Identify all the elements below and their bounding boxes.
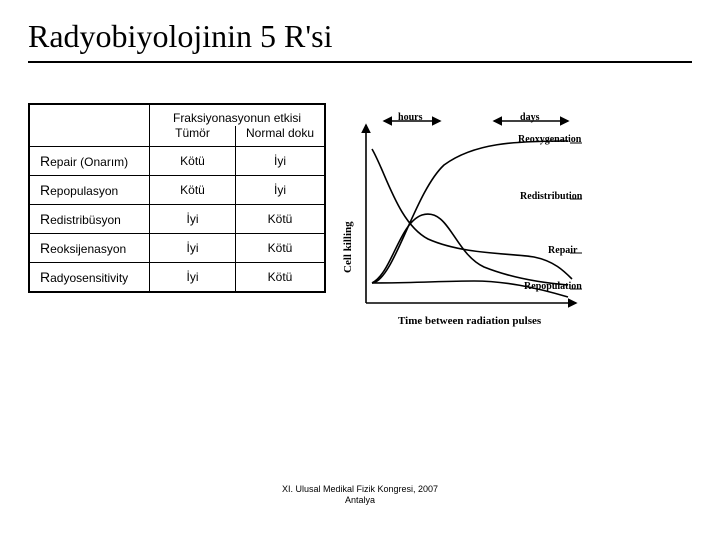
table-row: Reoksijenasyon İyi Kötü (30, 234, 325, 263)
diagram-x-axis: Time between radiation pulses (398, 315, 541, 327)
cell-value: İyi (236, 147, 325, 176)
r-letter: R (40, 269, 50, 285)
r-letter: R (40, 211, 50, 227)
cell-value: İyi (236, 176, 325, 205)
table-col1: Tümör (175, 126, 210, 140)
r-letter: R (40, 153, 50, 169)
cell-killing-diagram: hours days Reoxygenation Redistribution … (344, 103, 590, 329)
table-col2: Normal doku (246, 126, 314, 140)
footer-line1: XI. Ulusal Medikal Fizik Kongresi, 2007 (282, 484, 438, 494)
table-row: Radyosensitivity İyi Kötü (30, 263, 325, 292)
table-header-top: Fraksiyonasyonun etkisi (173, 111, 301, 125)
diagram-label-repopulation: Repopulation (524, 281, 582, 292)
table-row: Redistribüsyon İyi Kötü (30, 205, 325, 234)
cell-value: Kötü (236, 263, 325, 292)
cell-value: Kötü (236, 234, 325, 263)
diagram-label-reoxygenation: Reoxygenation (518, 134, 581, 145)
cell-value: Kötü (150, 147, 236, 176)
row-label: adyosensitivity (50, 271, 128, 285)
r-letter: R (40, 182, 50, 198)
cell-value: İyi (150, 234, 236, 263)
row-label: epair (Onarım) (50, 155, 128, 169)
slide-title: Radyobiyolojinin 5 R'si (28, 18, 692, 63)
fractionation-table: Fraksiyonasyonun etkisi Tümör Normal dok… (28, 103, 326, 293)
cell-value: Kötü (236, 205, 325, 234)
table-row: Repair (Onarım) Kötü İyi (30, 147, 325, 176)
diagram-label-redistribution: Redistribution (520, 191, 582, 202)
row-label: edistribüsyon (50, 213, 121, 227)
row-label: eoksijenasyon (50, 242, 126, 256)
footer-line2: Antalya (345, 495, 375, 505)
slide-footer: XI. Ulusal Medikal Fizik Kongresi, 2007 … (0, 484, 720, 507)
row-label: epopulasyon (50, 184, 118, 198)
r-letter: R (40, 240, 50, 256)
table-row: Repopulasyon Kötü İyi (30, 176, 325, 205)
diagram-label-days: days (520, 112, 539, 123)
cell-value: İyi (150, 263, 236, 292)
cell-value: Kötü (150, 176, 236, 205)
diagram-label-repair: Repair (548, 245, 577, 256)
diagram-label-hours: hours (398, 112, 422, 123)
cell-value: İyi (150, 205, 236, 234)
diagram-y-axis: Cell killing (342, 221, 354, 273)
